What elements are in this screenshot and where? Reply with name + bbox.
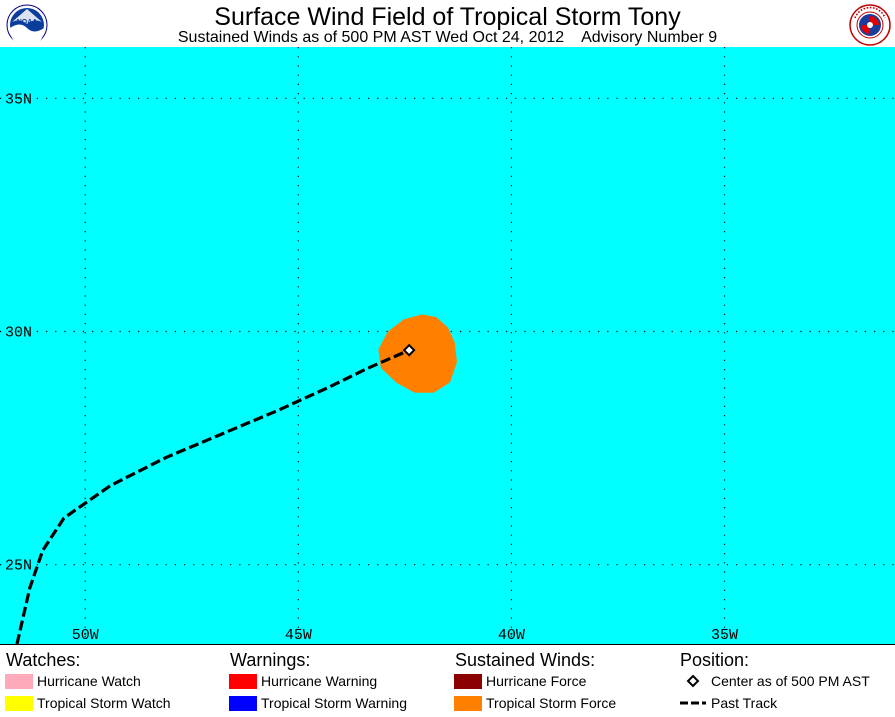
legend-label: Tropical Storm Warning	[261, 695, 408, 711]
legend-label: Hurricane Watch	[37, 673, 141, 689]
map-svg: 25N 30N 35N 50W 45W 40W 35W	[0, 47, 895, 645]
legend-item-center: Center as of 500 PM AST	[679, 672, 870, 690]
legend-warnings-heading: Warnings:	[230, 650, 311, 670]
storm-center-marker	[402, 343, 416, 357]
hurricane-force-swatch	[454, 673, 482, 689]
legend-item-tropical-storm-force: Tropical Storm Force	[454, 694, 616, 712]
legend-label: Center as of 500 PM AST	[711, 673, 870, 689]
past-track-line	[15, 348, 410, 645]
legend-item-past-track: Past Track	[679, 694, 777, 712]
page-title: Surface Wind Field of Tropical Storm Ton…	[214, 3, 681, 31]
legend-item-hurricane-warning: Hurricane Warning	[229, 672, 377, 690]
legend-watches-heading: Watches:	[6, 650, 81, 670]
legend-item-hurricane-force: Hurricane Force	[454, 672, 586, 690]
legend: Watches: Hurricane Watch Tropical Storm …	[0, 644, 895, 717]
legend-label: Hurricane Force	[486, 673, 587, 689]
header: NOAA Surface Wind Field of Tropical Stor…	[0, 0, 895, 47]
tropical-storm-force-area	[378, 314, 457, 393]
past-track-dash-icon	[679, 695, 707, 711]
hurricane-watch-swatch	[5, 673, 33, 689]
legend-position-heading: Position:	[680, 650, 750, 670]
lon-label: 35W	[711, 627, 738, 644]
svg-text:NOAA: NOAA	[17, 19, 38, 26]
legend-label: Tropical Storm Force	[486, 695, 617, 711]
lon-label: 45W	[285, 627, 312, 644]
map-area: 25N 30N 35N 50W 45W 40W 35W	[0, 47, 895, 645]
tropical-storm-watch-swatch	[5, 695, 33, 711]
lat-label: 35N	[5, 91, 32, 108]
legend-item-hurricane-watch: Hurricane Watch	[5, 672, 141, 690]
legend-item-tropical-storm-watch: Tropical Storm Watch	[5, 694, 171, 712]
center-diamond-icon	[679, 673, 707, 689]
noaa-logo-icon: NOAA	[6, 4, 48, 47]
hurricane-warning-swatch	[229, 673, 257, 689]
legend-winds-heading: Sustained Winds:	[455, 650, 596, 670]
page-subtitle: Sustained Winds as of 500 PM AST Wed Oct…	[177, 29, 718, 46]
legend-label: Tropical Storm Watch	[37, 695, 171, 711]
tropical-storm-warning-swatch	[229, 695, 257, 711]
lat-label: 25N	[5, 558, 32, 575]
lat-label: 30N	[5, 325, 32, 342]
legend-item-tropical-storm-warning: Tropical Storm Warning	[229, 694, 407, 712]
nws-logo-icon	[849, 4, 891, 46]
legend-label: Past Track	[711, 695, 778, 711]
lon-label: 40W	[498, 627, 525, 644]
lon-label: 50W	[72, 627, 99, 644]
legend-label: Hurricane Warning	[261, 673, 378, 689]
tropical-storm-force-swatch	[454, 695, 482, 711]
